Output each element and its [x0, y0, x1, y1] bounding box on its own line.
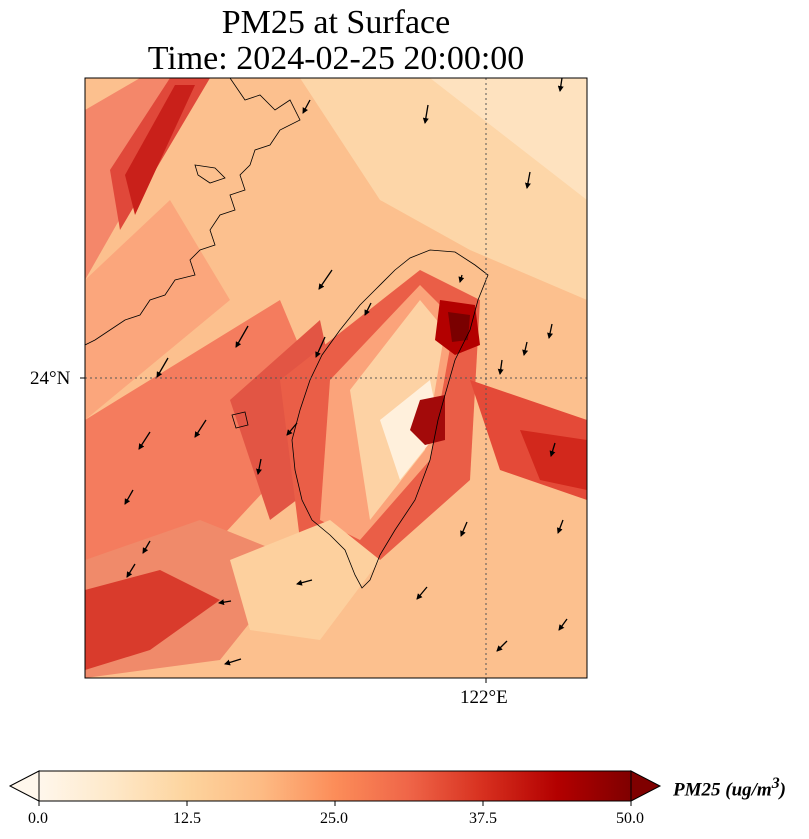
wind-arrow-icon — [556, 519, 564, 534]
wind-arrow-icon — [124, 489, 134, 505]
colorbar-label-exponent: 3 — [771, 775, 780, 792]
colorbar-tick-label: 50.0 — [616, 810, 644, 827]
wind-vectors — [124, 77, 568, 666]
colorbar-label-close: ) — [779, 779, 786, 801]
colorbar-label-text: PM25 (ug/m — [673, 779, 772, 801]
pm25-west-band — [85, 300, 330, 560]
wind-arrow-icon — [194, 419, 207, 438]
wind-arrow-icon — [256, 458, 262, 475]
colorbar — [8, 770, 662, 806]
wind-arrow-icon — [235, 325, 249, 348]
wind-arrow-icon — [522, 341, 529, 356]
lat-label: 24°N — [30, 368, 71, 389]
wind-arrow-icon — [286, 422, 298, 436]
wind-arrow-icon — [156, 357, 169, 378]
colorbar-gradient — [38, 770, 632, 802]
map-time: Time: 2024-02-25 20:00:00 — [147, 40, 525, 77]
wind-arrow-icon — [296, 579, 313, 586]
wind-arrow-icon — [557, 77, 564, 92]
wind-arrow-icon — [524, 171, 531, 189]
pm25-hotspot-east — [410, 395, 445, 445]
lon-label: 122°E — [460, 687, 508, 708]
wind-arrow-icon — [496, 640, 508, 652]
colorbar-tick-label: 25.0 — [320, 810, 348, 827]
coastlines — [85, 78, 489, 589]
colorbar-tick-label: 0.0 — [28, 810, 48, 827]
colorbar-extend-max — [630, 770, 662, 802]
wind-arrow-icon — [142, 540, 151, 554]
wind-arrow-icon — [497, 359, 504, 375]
wind-arrow-icon — [364, 302, 372, 316]
wind-arrow-icon — [302, 99, 311, 114]
wind-arrow-icon — [422, 104, 429, 124]
wind-arrow-icon — [224, 658, 242, 666]
map-title: PM25 at Surface — [221, 4, 451, 41]
wind-arrow-icon — [126, 563, 136, 578]
wind-arrow-icon — [547, 323, 553, 339]
wind-arrow-icon — [318, 269, 333, 290]
colorbar-tick-label: 12.5 — [173, 810, 201, 827]
wind-arrow-icon — [315, 336, 326, 358]
wind-arrow-icon — [138, 431, 151, 450]
colorbar-label: PM25 (ug/m3) — [673, 775, 786, 801]
wind-arrow-icon — [558, 618, 568, 631]
wind-arrow-icon — [460, 521, 468, 537]
taiwan-coastline — [291, 249, 489, 589]
wind-arrow-icon — [458, 274, 465, 283]
wind-arrow-icon — [549, 442, 556, 457]
wind-arrow-icon — [416, 586, 428, 600]
wind-arrow-icon — [218, 599, 232, 606]
gridlines — [85, 78, 587, 678]
china-coastline — [85, 78, 301, 346]
colorbar-tick-label: 37.5 — [469, 810, 497, 827]
pm25-field — [85, 78, 587, 678]
colorbar-extend-min — [8, 770, 40, 802]
